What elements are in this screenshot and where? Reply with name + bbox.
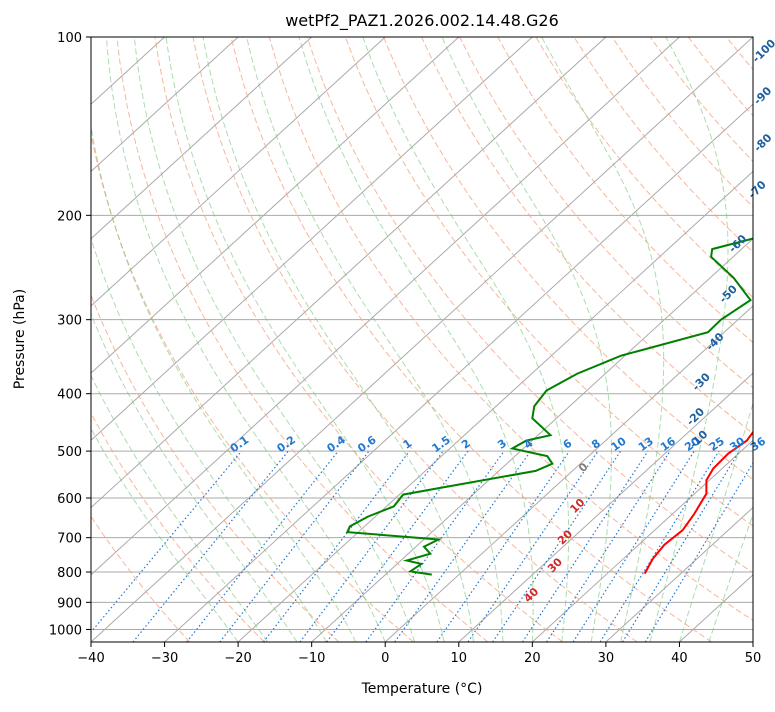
x-tick-label: 50 bbox=[745, 651, 762, 666]
y-tick-label: 800 bbox=[57, 566, 82, 581]
isotherm-line bbox=[17, 37, 679, 642]
isotherm-line bbox=[91, 37, 753, 642]
isotherm-line bbox=[0, 37, 312, 642]
mixing-ratio-line bbox=[83, 451, 242, 642]
mixing-ratio-label: 0.1 bbox=[228, 433, 251, 455]
dry-adiabat-line bbox=[765, 37, 775, 642]
x-tick-label: 40 bbox=[671, 651, 688, 666]
x-tick-label: 30 bbox=[598, 651, 615, 666]
mixing-ratio-line bbox=[327, 451, 468, 642]
mixing-ratio-line bbox=[623, 451, 740, 642]
dry-adiabat-label: -90 bbox=[751, 84, 774, 107]
moist-adiabat-line bbox=[542, 37, 664, 642]
dry-adiabat-line bbox=[498, 37, 775, 642]
x-tick-label: −20 bbox=[224, 651, 251, 666]
x-tick-label: 0 bbox=[381, 651, 389, 666]
moist-adiabat-line bbox=[299, 37, 533, 642]
dry-adiabat-label: -20 bbox=[684, 405, 707, 428]
x-tick-label: 20 bbox=[524, 651, 541, 666]
mixing-ratio-line bbox=[220, 451, 369, 642]
mixing-ratio-label: 1.5 bbox=[429, 433, 452, 455]
moist-adiabat-label: 10 bbox=[567, 496, 587, 516]
moist-adiabat-label: 20 bbox=[555, 527, 575, 547]
dry-adiabat-line bbox=[688, 37, 775, 642]
x-tick-label: −30 bbox=[151, 651, 178, 666]
y-tick-label: 200 bbox=[57, 209, 82, 224]
x-tick-label: 10 bbox=[451, 651, 468, 666]
moist-adiabat-line bbox=[82, 37, 356, 642]
mixing-ratio-line bbox=[437, 451, 570, 642]
dry-adiabat-label: -30 bbox=[690, 370, 713, 393]
mixing-ratio-label: 2 bbox=[459, 437, 473, 452]
y-tick-label: 600 bbox=[57, 492, 82, 507]
chart-title: wetPf2_PAZ1.2026.002.14.48.G26 bbox=[285, 11, 559, 31]
mixing-ratio-line bbox=[133, 451, 288, 642]
x-tick-label: −40 bbox=[77, 651, 104, 666]
mixing-ratio-line bbox=[300, 451, 443, 642]
moist-adiabat-line bbox=[1, 37, 239, 642]
mixing-ratio-label: 6 bbox=[561, 437, 575, 452]
dry-adiabat-line bbox=[536, 37, 775, 642]
y-tick-label: 700 bbox=[57, 532, 82, 547]
y-tick-label: 400 bbox=[57, 388, 82, 403]
mixing-ratio-label: 8 bbox=[589, 437, 603, 452]
dry-adiabat-line bbox=[726, 37, 775, 642]
dry-adiabat-label: -70 bbox=[746, 178, 769, 201]
y-tick-label: 500 bbox=[57, 445, 82, 460]
y-tick-label: 300 bbox=[57, 314, 82, 329]
moist-adiabat-line bbox=[107, 37, 386, 642]
dry-adiabat-label: -80 bbox=[751, 131, 774, 154]
dry-adiabat-label: -60 bbox=[726, 232, 749, 255]
y-axis-label: Pressure (hPa) bbox=[12, 289, 28, 389]
mixing-ratio-line bbox=[264, 451, 410, 642]
y-tick-label: 900 bbox=[57, 596, 82, 611]
y-tick-label: 1000 bbox=[49, 623, 82, 638]
y-tick-label: 100 bbox=[57, 31, 82, 46]
isotherm-line bbox=[0, 37, 385, 642]
dry-adiabat-line bbox=[193, 37, 637, 642]
mixing-ratio-line bbox=[493, 451, 621, 642]
mixing-ratio-line bbox=[600, 451, 719, 642]
x-axis-label: Temperature (°C) bbox=[361, 681, 483, 697]
mixing-ratio-line bbox=[187, 451, 339, 642]
isotherm-line bbox=[0, 37, 459, 642]
dry-adiabat-line bbox=[612, 37, 775, 642]
mixing-ratio-line bbox=[573, 451, 694, 642]
moist-adiabat-line bbox=[19, 37, 267, 642]
moist-adiabat-label: 0 bbox=[576, 460, 591, 475]
isotherm-line bbox=[753, 37, 775, 642]
dry-adiabat-label: -50 bbox=[717, 282, 740, 305]
dry-adiabat-line bbox=[79, 37, 414, 642]
moist-adiabat-line bbox=[166, 37, 444, 642]
x-tick-label: −10 bbox=[298, 651, 325, 666]
moist-adiabat-line bbox=[442, 37, 612, 642]
dry-adiabat-line bbox=[269, 37, 775, 642]
mixing-ratio-label: 3 bbox=[495, 437, 509, 452]
isotherm-line bbox=[0, 37, 238, 642]
mixing-ratio-label: 0.6 bbox=[355, 433, 379, 455]
